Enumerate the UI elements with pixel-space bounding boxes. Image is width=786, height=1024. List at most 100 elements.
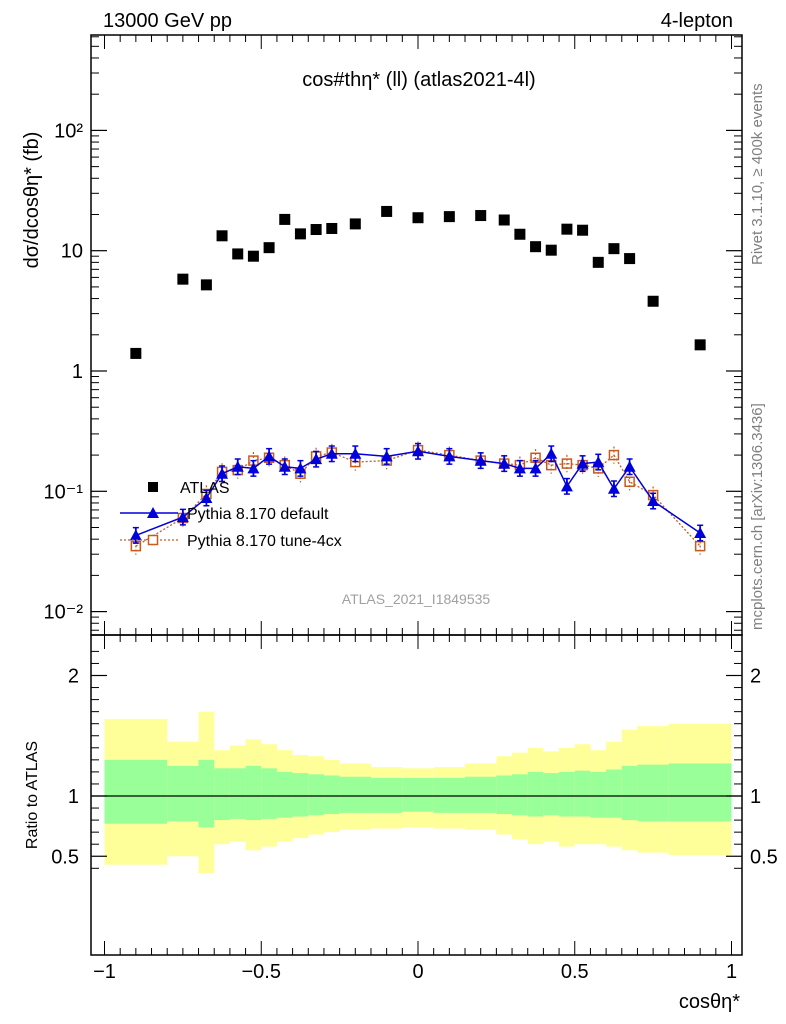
mcplots-label: mcplots.cern.ch [arXiv:1306.3436] — [749, 403, 766, 630]
ratio-band-green — [402, 777, 434, 812]
ratio-y-axis: 0.5 0.5 1 1 2 2 — [51, 650, 778, 869]
ratio-band-green — [214, 768, 230, 821]
main-y-tick-label: 10⁻² — [44, 602, 84, 624]
legend-atlas-marker — [148, 482, 158, 492]
series-default-point — [576, 457, 589, 469]
series-atlas-point — [608, 243, 620, 255]
ratio-band-green — [276, 771, 293, 818]
series-atlas-point — [498, 214, 510, 226]
main-y-tick-label: 10² — [54, 120, 83, 142]
series-atlas-point — [326, 222, 338, 234]
series-default-point — [247, 462, 260, 474]
ratio-band-green — [370, 777, 403, 813]
series-atlas-point — [514, 228, 526, 240]
ratio-band-green — [245, 765, 262, 821]
ratio-band-green — [308, 774, 324, 816]
main-y-axis: 10⁻² 10⁻¹ 1 10 10² — [44, 36, 742, 631]
series-atlas-point — [247, 250, 259, 262]
rivet-label: Rivet 3.1.10, ≥ 400k events — [749, 83, 766, 265]
series-default-point — [310, 453, 323, 465]
series-atlas-point — [624, 253, 636, 265]
legend-default-label: Pythia 8.170 default — [187, 506, 329, 523]
x-axis-label: cosθη* — [679, 991, 740, 1013]
main-plot-panel: 10⁻² 10⁻¹ 1 10 10² cos#thη* (ll) (atlas2021-… — [21, 34, 743, 636]
series-default-point — [529, 462, 542, 474]
legend-default-marker — [147, 507, 159, 518]
ratio-band-green — [527, 771, 544, 817]
series-default-point — [231, 460, 244, 472]
series-default-point — [498, 457, 511, 469]
series-tune4cx-line — [135, 449, 701, 547]
series-atlas-point — [412, 212, 424, 224]
ratio-x-axis: −1 −0.5 0 0.5 1 — [93, 635, 737, 983]
series-atlas-point — [200, 279, 212, 291]
ratio-y-tick-label-left: 2 — [68, 666, 79, 688]
legend: ATLAS Pythia 8.170 default Pythia 8.170 tu… — [120, 480, 342, 550]
ratio-band-green — [543, 773, 560, 816]
series-default-point — [412, 445, 424, 457]
plot-title: cos#thη* (ll) (atlas2021-4l) — [302, 69, 535, 91]
series-default-point — [647, 495, 660, 507]
ratio-band-green — [606, 769, 622, 818]
ratio-bands — [104, 711, 732, 874]
series-atlas-point — [530, 241, 542, 253]
series-default-point — [200, 491, 213, 503]
series-default-point — [607, 482, 620, 494]
series-atlas-point — [381, 205, 393, 217]
series-default-point — [443, 450, 456, 462]
ratio-band-green — [261, 768, 277, 819]
series-default-point — [694, 527, 707, 539]
legend-atlas-label: ATLAS — [180, 480, 230, 497]
series-default-point — [129, 529, 142, 541]
series-atlas-point — [647, 295, 659, 307]
ratio-band-green — [339, 776, 371, 813]
ratio-plot-frame — [90, 634, 743, 956]
main-y-tick-label: 1 — [72, 361, 83, 383]
main-y-tick-label: 10 — [61, 241, 83, 263]
ratio-band-green — [433, 777, 466, 813]
main-y-axis-label: dσ/dcosθη* (fb) — [21, 132, 43, 269]
header-right: 4-lepton — [661, 10, 733, 32]
series-atlas-point — [577, 224, 589, 236]
series-default-point — [560, 480, 573, 492]
series-atlas-point — [310, 224, 322, 236]
series-tune4cx-point — [694, 540, 706, 552]
series-atlas-point — [475, 210, 487, 222]
series-atlas-point — [443, 211, 455, 223]
ratio-y-tick-label-left: 0.5 — [51, 846, 79, 868]
series-atlas-point — [545, 244, 557, 256]
series-atlas-point — [349, 218, 361, 230]
ratio-x-tick-label: −1 — [93, 961, 116, 983]
ratio-band-green — [574, 770, 591, 817]
ratio-band-green — [637, 764, 669, 822]
series-atlas-point — [216, 230, 228, 242]
legend-tune4cx-label: Pythia 8.170 tune-4cx — [187, 533, 342, 550]
ratio-y-tick-label-right: 2 — [750, 666, 761, 688]
series-default-point — [474, 454, 487, 466]
series-default-point — [176, 511, 189, 523]
series-tune4cx-point — [624, 476, 635, 488]
ratio-y-tick-label-right: 0.5 — [750, 846, 778, 868]
ratio-band-green — [512, 774, 528, 816]
ratio-band-green — [167, 765, 199, 822]
legend-tune4cx-marker — [147, 534, 159, 546]
ratio-x-tick-label: 0 — [412, 961, 423, 983]
ratio-y-axis-label: Ratio to ATLAS — [24, 741, 41, 849]
series-tune4cx-point — [561, 458, 573, 469]
series-default-point — [278, 460, 291, 472]
series-default-point — [545, 447, 558, 459]
ratio-plot-panel: 0.5 0.5 1 1 2 2 −1 −0.5 0 0.5 1 Ratio to ATLAS co… — [24, 634, 778, 1013]
series-default-point — [294, 462, 307, 474]
series-default-point — [349, 447, 362, 459]
series-default-point — [216, 467, 229, 479]
ratio-band-green — [668, 763, 732, 822]
main-plot-marks — [129, 205, 707, 555]
series-atlas-point — [263, 242, 275, 254]
series-atlas-point — [130, 347, 142, 359]
main-y-tick-label: 10⁻¹ — [44, 481, 84, 503]
series-default-point — [623, 460, 636, 472]
series-atlas-point — [177, 273, 189, 285]
ratio-band-green — [292, 773, 309, 817]
ratio-band-green — [198, 759, 215, 828]
